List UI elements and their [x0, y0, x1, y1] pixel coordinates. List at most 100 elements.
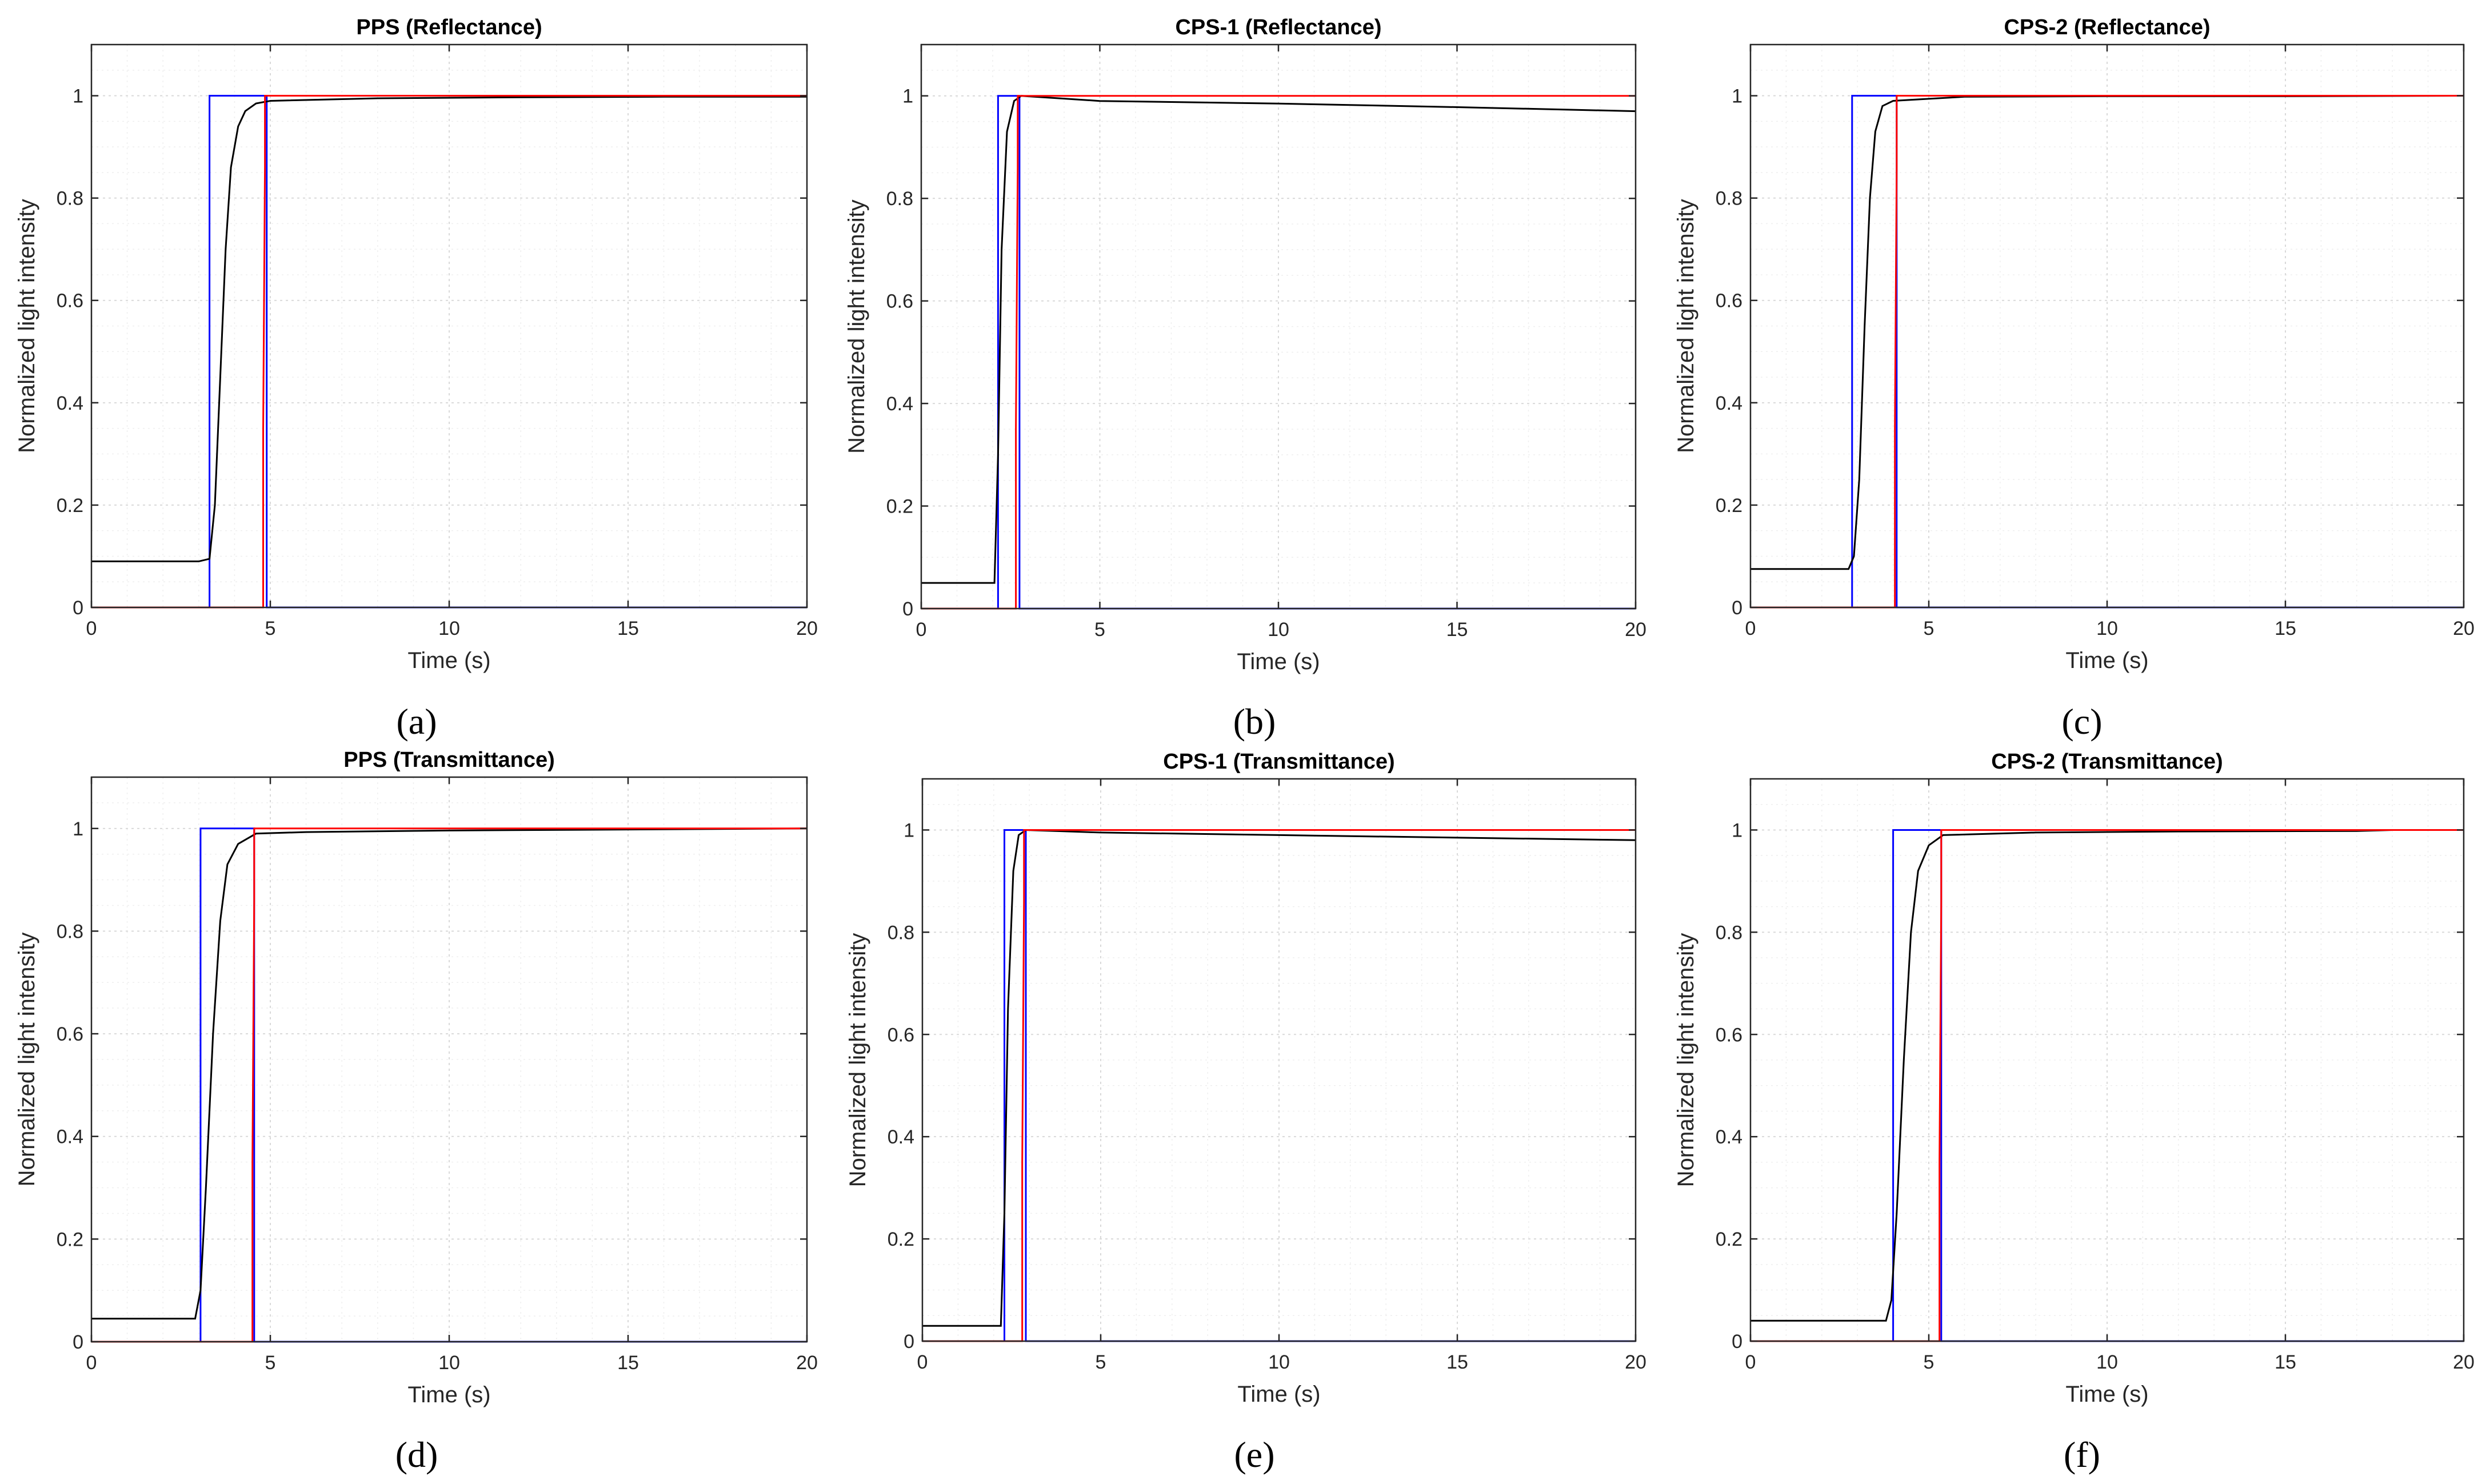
y-tick-label: 0.2 [886, 496, 913, 518]
chart-panel-3: 0 5 10 15 20 0 0.2 0.4 0.6 0.8 1 CPS-2 (Reflectance… [1673, 15, 2475, 742]
x-tick-label: 15 [2275, 1351, 2296, 1373]
y-tick-label: 0.6 [888, 1024, 914, 1046]
panel-label: (f) [2064, 1434, 2100, 1475]
x-axis-label: Time (s) [407, 1382, 490, 1407]
x-axis-label: Time (s) [1237, 649, 1320, 674]
y-axis-label: Normalized light intensity [844, 199, 869, 454]
x-tick-label: 15 [1446, 619, 1468, 641]
x-tick-label: 20 [796, 618, 818, 639]
x-tick-label: 20 [2453, 618, 2475, 639]
y-tick-label: 0.2 [1716, 495, 1742, 517]
y-tick-label: 0 [73, 597, 83, 619]
x-tick-label: 15 [617, 618, 639, 639]
chart-panel-4: 0 5 10 15 20 0 0.2 0.4 0.6 0.8 1 PPS (Transmittance… [14, 748, 818, 1475]
x-tick-label: 15 [617, 1352, 639, 1374]
series-line-measured [1750, 829, 2393, 1322]
series-line-measured [922, 829, 1636, 1327]
x-tick-label: 20 [796, 1352, 818, 1374]
y-tick-label: 0.2 [57, 1229, 83, 1250]
y-tick-label: 0.4 [888, 1126, 914, 1148]
y-tick-label: 0.4 [57, 1126, 83, 1148]
y-tick-label: 0.8 [1716, 188, 1742, 210]
y-tick-label: 0.8 [1716, 922, 1742, 943]
y-tick-label: 1 [73, 86, 83, 107]
y-axis-label: Normalized light intensity [1673, 933, 1698, 1187]
x-tick-label: 10 [438, 1352, 460, 1374]
x-axis-label: Time (s) [2065, 1382, 2148, 1407]
y-axis-label: Normalized light intensity [14, 933, 39, 1187]
panel-label: (e) [1234, 1434, 1274, 1475]
x-tick-label: 0 [917, 1351, 928, 1373]
y-axis-label: Normalized light intensity [845, 933, 870, 1187]
series-line-measured [921, 95, 1636, 584]
x-tick-label: 0 [1745, 1351, 1756, 1373]
y-axis-label: Normalized light intensity [1673, 199, 1698, 453]
chart-panel-6: 0 5 10 15 20 0 0.2 0.4 0.6 0.8 1 CPS-2 (Transmittan… [1673, 750, 2475, 1475]
x-tick-label: 15 [2275, 618, 2296, 639]
y-axis-label: Normalized light intensity [14, 199, 39, 453]
panel-label: (d) [395, 1434, 438, 1475]
x-tick-label: 15 [1446, 1351, 1468, 1373]
x-axis-label: Time (s) [1237, 1382, 1320, 1407]
y-tick-label: 0.8 [886, 188, 913, 210]
chart-panel-1: 0 5 10 15 20 0 0.2 0.4 0.6 0.8 1 PPS (Reflectance) T… [14, 15, 818, 742]
y-tick-label: 1 [904, 819, 914, 841]
panel-label: (b) [1233, 701, 1276, 742]
y-tick-label: 0.2 [1716, 1229, 1742, 1250]
x-tick-label: 5 [1096, 1351, 1106, 1373]
y-tick-label: 0.2 [888, 1229, 914, 1250]
y-tick-label: 1 [902, 86, 913, 107]
x-tick-label: 20 [1625, 619, 1646, 641]
x-tick-label: 10 [438, 618, 460, 639]
y-tick-label: 0.4 [57, 393, 83, 414]
y-tick-label: 0.8 [57, 921, 83, 942]
y-tick-label: 0.6 [1716, 1024, 1742, 1046]
y-tick-label: 0.2 [57, 495, 83, 517]
x-tick-label: 0 [1745, 618, 1756, 639]
y-tick-label: 0.4 [1716, 393, 1742, 414]
y-tick-label: 0 [1732, 1331, 1742, 1353]
x-tick-label: 0 [86, 1352, 97, 1374]
y-tick-label: 0.8 [888, 922, 914, 943]
panel-label: (a) [396, 701, 437, 742]
chart-title: PPS (Transmittance) [343, 748, 555, 772]
x-tick-label: 5 [265, 618, 276, 639]
x-tick-label: 0 [86, 618, 97, 639]
chart-title: PPS (Reflectance) [356, 15, 542, 39]
y-tick-label: 0.6 [57, 290, 83, 312]
y-tick-label: 0.6 [886, 291, 913, 313]
chart-title: CPS-2 (Reflectance) [2004, 15, 2210, 39]
x-axis-label: Time (s) [2065, 648, 2148, 673]
x-tick-label: 10 [2096, 618, 2118, 639]
y-tick-label: 0.8 [57, 188, 83, 210]
y-tick-label: 0.6 [1716, 290, 1742, 312]
chart-title: CPS-1 (Transmittance) [1163, 750, 1394, 774]
y-tick-label: 0 [904, 1331, 914, 1353]
x-tick-label: 20 [2453, 1351, 2475, 1373]
y-tick-label: 0.6 [57, 1023, 83, 1045]
y-tick-label: 0 [902, 598, 913, 620]
series-line-measured [91, 95, 807, 562]
chart-title: CPS-2 (Transmittance) [1991, 750, 2223, 774]
y-tick-label: 0.4 [886, 393, 913, 415]
x-tick-label: 20 [1625, 1351, 1646, 1373]
x-tick-label: 5 [265, 1352, 276, 1374]
y-tick-label: 0.4 [1716, 1126, 1742, 1148]
chart-panel-5: 0 5 10 15 20 0 0.2 0.4 0.6 0.8 1 CPS-1 (Transmittan… [845, 750, 1646, 1475]
y-tick-label: 0 [1732, 597, 1742, 619]
chart-panel-2: 0 5 10 15 20 0 0.2 0.4 0.6 0.8 1 CPS-1 (Reflectance… [844, 15, 1646, 742]
y-tick-label: 1 [1732, 86, 1742, 107]
y-tick-label: 1 [1732, 819, 1742, 841]
y-tick-label: 1 [73, 818, 83, 840]
series-line-measured [91, 827, 808, 1320]
chart-title: CPS-1 (Reflectance) [1175, 15, 1381, 39]
x-tick-label: 10 [1268, 619, 1289, 641]
x-axis-label: Time (s) [407, 648, 490, 673]
x-tick-label: 10 [2096, 1351, 2118, 1373]
x-tick-label: 5 [1924, 1351, 1935, 1373]
x-tick-label: 10 [1268, 1351, 1290, 1373]
panel-label: (c) [2061, 701, 2102, 742]
x-tick-label: 5 [1924, 618, 1935, 639]
x-tick-label: 0 [916, 619, 927, 641]
